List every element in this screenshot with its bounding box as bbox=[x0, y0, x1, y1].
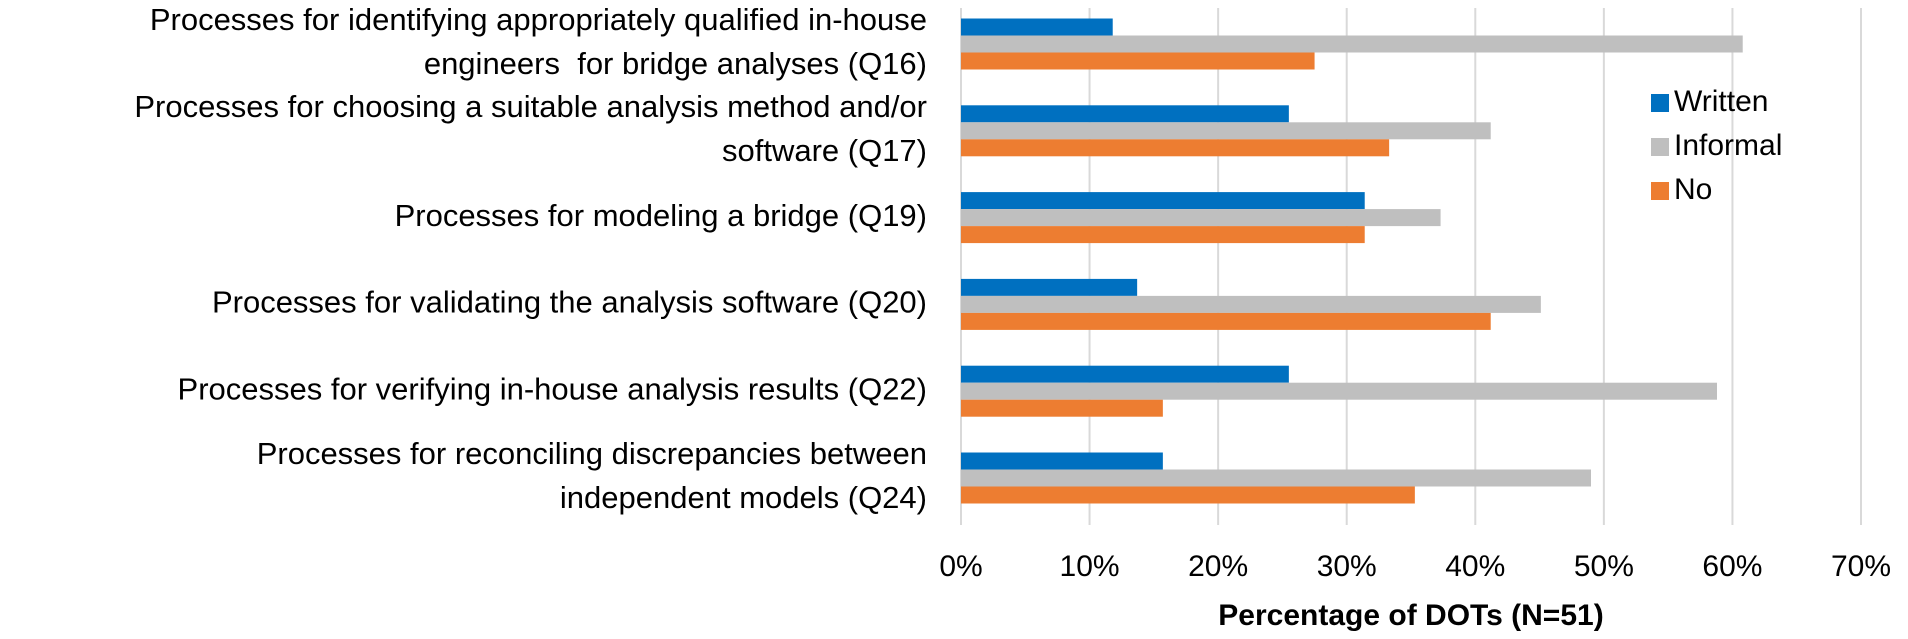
x-tick-label: 20% bbox=[1188, 550, 1248, 583]
bar bbox=[961, 469, 1591, 487]
bar bbox=[961, 35, 1743, 53]
y-tick-label: Processes for validating the analysis so… bbox=[212, 285, 927, 320]
legend-swatch bbox=[1651, 138, 1669, 156]
y-tick-label: independent models (Q24) bbox=[560, 480, 927, 515]
legend-swatch bbox=[1651, 94, 1669, 112]
bar bbox=[961, 452, 1163, 470]
x-tick-label: 0% bbox=[939, 550, 982, 583]
x-tick-label: 40% bbox=[1445, 550, 1505, 583]
x-tick-label: 10% bbox=[1060, 550, 1120, 583]
bar bbox=[961, 399, 1163, 417]
bar bbox=[961, 209, 1441, 227]
x-tick-label: 60% bbox=[1702, 550, 1762, 583]
y-tick-label: Processes for identifying appropriately … bbox=[150, 2, 927, 37]
bar bbox=[961, 139, 1390, 157]
bar bbox=[961, 18, 1113, 36]
bar bbox=[961, 382, 1717, 400]
legend-label: No bbox=[1674, 173, 1712, 206]
legend-label: Written bbox=[1674, 85, 1768, 118]
y-tick-label: Processes for modeling a bridge (Q19) bbox=[395, 198, 927, 233]
bar bbox=[961, 226, 1365, 244]
y-tick-label: engineers for bridge analyses (Q16) bbox=[424, 46, 927, 81]
y-tick-label: Processes for reconciling discrepancies … bbox=[257, 436, 927, 471]
x-tick-label: 70% bbox=[1831, 550, 1891, 583]
x-axis-title: Percentage of DOTs (N=51) bbox=[1218, 599, 1603, 632]
bar bbox=[961, 365, 1289, 383]
x-tick-label: 50% bbox=[1574, 550, 1634, 583]
y-tick-label: Processes for choosing a suitable analys… bbox=[134, 89, 927, 124]
bar bbox=[961, 122, 1491, 140]
bar bbox=[961, 278, 1138, 296]
y-tick-label: software (Q17) bbox=[722, 133, 927, 168]
legend-label: Informal bbox=[1674, 129, 1782, 162]
bar bbox=[961, 105, 1289, 123]
x-tick-label: 30% bbox=[1317, 550, 1377, 583]
y-tick-label: Processes for verifying in-house analysi… bbox=[178, 371, 927, 406]
legend-swatch bbox=[1651, 182, 1669, 200]
bar bbox=[961, 486, 1415, 504]
bar bbox=[961, 52, 1315, 70]
bar bbox=[961, 295, 1541, 313]
bar bbox=[961, 192, 1365, 210]
bar bbox=[961, 312, 1491, 330]
